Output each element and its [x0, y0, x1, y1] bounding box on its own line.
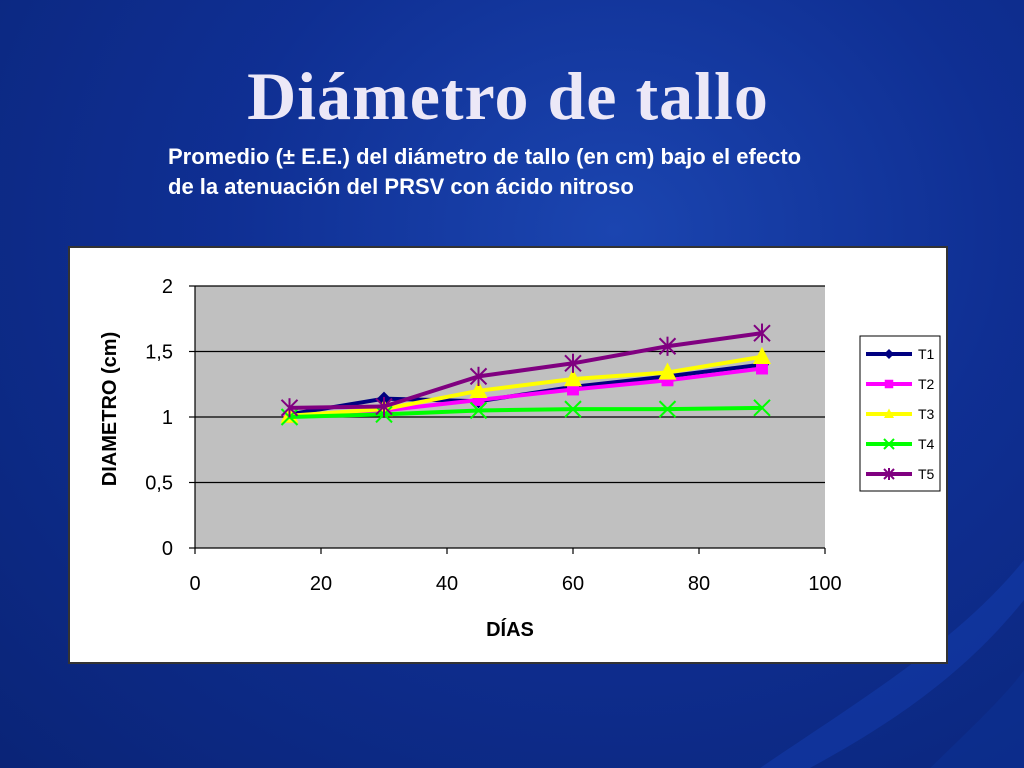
line-chart: 0 20 40 60 80 100 0 0,5 1 1,5 2 DÍAS DIAMETRO (cm)… — [99, 276, 941, 641]
data-point — [883, 468, 895, 480]
data-point — [567, 383, 579, 396]
data-point — [753, 346, 771, 364]
subtitle-line-1: Promedio (± E.E.) del diámetro de tallo … — [168, 144, 802, 169]
chart-frame: 0 20 40 60 80 100 0 0,5 1 1,5 2 DÍAS DIAMETRO (cm)… — [68, 246, 948, 664]
y-tick-label: 0 — [162, 538, 173, 560]
legend-item-t1: T1 — [866, 346, 935, 362]
data-point — [883, 438, 895, 450]
x-tick-label: 100 — [808, 573, 841, 595]
legend-item-t5: T5 — [866, 466, 935, 482]
legend-label: T5 — [918, 466, 935, 482]
legend-label: T2 — [918, 376, 935, 392]
data-point — [658, 400, 677, 418]
data-point — [658, 362, 677, 380]
data-point — [375, 396, 393, 417]
data-point — [756, 362, 768, 375]
legend-label: T4 — [918, 436, 935, 452]
series-line — [289, 331, 763, 410]
legend-item-t3: T3 — [866, 406, 935, 422]
tick-labels: 0 20 40 60 80 100 0 0,5 1 1,5 2 — [145, 276, 842, 595]
series-line — [289, 405, 763, 419]
data-point — [884, 408, 894, 418]
data-point — [469, 401, 488, 420]
legend-label: T1 — [918, 346, 935, 362]
data-point — [472, 394, 485, 406]
x-axis-label: DÍAS — [486, 618, 534, 641]
data-point — [564, 400, 582, 418]
data-point — [469, 366, 488, 386]
slide-title: Diámetro de tallo — [247, 58, 769, 134]
x-tick-label: 60 — [562, 573, 584, 595]
data-point — [280, 398, 299, 418]
data-point — [658, 336, 677, 356]
data-point — [753, 399, 771, 417]
legend-label: T3 — [918, 406, 935, 422]
data-point — [564, 353, 582, 373]
data-point — [753, 323, 771, 343]
legend-item-t4: T4 — [866, 436, 935, 452]
y-tick-label: 0,5 — [145, 473, 173, 495]
series-t4 — [280, 399, 771, 426]
slide-subtitle: Promedio (± E.E.) del diámetro de tallo … — [168, 142, 928, 202]
data-point — [469, 380, 488, 398]
series-group — [280, 323, 771, 426]
y-tick-label: 1,5 — [145, 342, 173, 364]
legend: T1 T2 T3 T4 T5 — [859, 335, 941, 492]
series-line — [289, 354, 763, 418]
axes — [189, 285, 826, 554]
x-tick-label: 20 — [310, 573, 332, 595]
y-tick-label: 2 — [162, 276, 173, 298]
x-tick-label: 0 — [189, 573, 200, 595]
subtitle-line-2: de la atenuación del PRSV con ácido nitr… — [168, 174, 634, 199]
x-tick-label: 40 — [436, 573, 458, 595]
y-tick-label: 1 — [162, 407, 173, 429]
x-tick-label: 80 — [688, 573, 710, 595]
series-t5 — [280, 323, 771, 418]
data-point — [884, 349, 894, 359]
data-point — [661, 374, 674, 387]
legend-item-t2: T2 — [866, 376, 935, 392]
data-point — [564, 369, 582, 387]
y-axis-label: DIAMETRO (cm) — [99, 332, 121, 486]
data-point — [884, 379, 894, 389]
